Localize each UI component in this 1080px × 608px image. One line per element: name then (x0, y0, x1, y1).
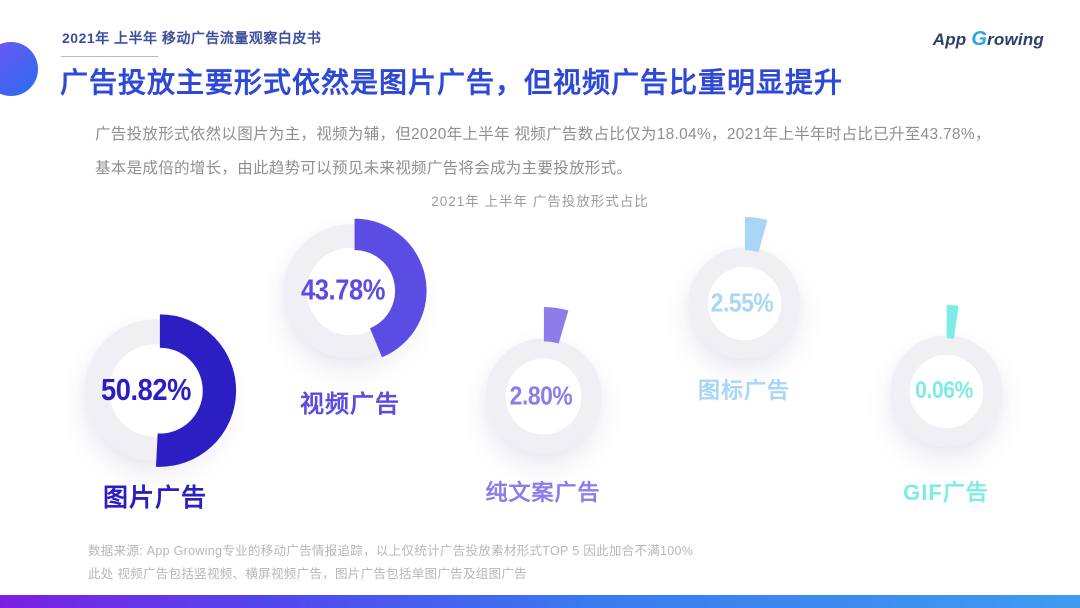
donut-category-label: GIF广告 (903, 479, 989, 505)
source-note-line-1: 数据来源: App Growing专业的移动广告情报追踪，以上仅统计广告投放素材… (88, 544, 694, 558)
intro-paragraph-line-2: 基本是成倍的增长，由此趋势可以预见未来视频广告将会成为主要投放形式。 (95, 160, 633, 177)
donut-category-label: 图标广告 (697, 377, 791, 403)
corner-pill-decoration (0, 42, 38, 96)
bottom-gradient-bar (0, 595, 1080, 608)
page-title: 广告投放主要形式依然是图片广告，但视频广告比重明显提升 (60, 67, 844, 98)
donut-value-arc (743, 216, 767, 252)
donut-icon-ads: 2.55% 图标广告 (658, 216, 831, 403)
chart-title: 2021年 上半年 广告投放形式占比 (431, 194, 649, 209)
donut-value-arc (945, 304, 959, 339)
logo-g-swoosh-icon: G (971, 28, 988, 50)
donut-track-ring (485, 338, 601, 454)
donut-category-label: 视频广告 (300, 390, 400, 418)
donut-track-ring (687, 246, 801, 360)
logo-text-rowing: rowing (987, 30, 1044, 49)
intro-paragraph-line-1: 广告投放形式依然以图片为主，视频为辅，但2020年上半年 视频广告数占比仅为18… (95, 126, 991, 143)
donut-gif-ads: 0.06% GIF广告 (860, 304, 1033, 505)
donut-percent-value: 0.06% (915, 377, 973, 404)
logo-text-app: App (932, 30, 967, 49)
donut-category-label: 图片广告 (102, 483, 208, 512)
app-growing-logo: App Growing (933, 28, 1044, 51)
donut-value-arc (155, 313, 236, 467)
donut-ring-svg (282, 218, 427, 359)
donut-category-label: 纯文案广告 (485, 479, 601, 505)
donut-percent-value: 2.80% (509, 380, 573, 411)
donut-ring-svg (485, 306, 601, 454)
donut-image-ads: 50.82% 图片广告 (46, 281, 265, 512)
eyebrow-underline (61, 56, 158, 57)
donut-ring-svg (889, 304, 1003, 448)
source-note-line-2: 此处 视频广告包括竖视频、横屏视频广告，图片广告包括单图广告及组图广告 (88, 567, 527, 581)
intro-paragraph: 广告投放形式依然以图片为主，视频为辅，但2020年上半年 视频广告数占比仅为18… (95, 118, 995, 186)
donut-ring-svg (84, 313, 236, 467)
donut-ring-svg (687, 216, 801, 360)
donut-track-ring (889, 334, 1003, 448)
donut-percent-value: 2.55% (710, 287, 774, 318)
donut-percent-value: 43.78% (301, 274, 385, 307)
donut-text-only-ads: 2.80% 纯文案广告 (454, 306, 633, 505)
source-note: 数据来源: App Growing专业的移动广告情报追踪，以上仅统计广告投放素材… (88, 540, 693, 586)
donut-video-ads: 43.78% 视频广告 (247, 188, 454, 418)
donut-percent-value: 50.82% (101, 372, 191, 407)
report-eyebrow: 2021年 上半年 移动广告流量观察白皮书 (62, 30, 322, 46)
donut-value-arc (353, 218, 427, 357)
donut-value-arc (542, 306, 568, 344)
